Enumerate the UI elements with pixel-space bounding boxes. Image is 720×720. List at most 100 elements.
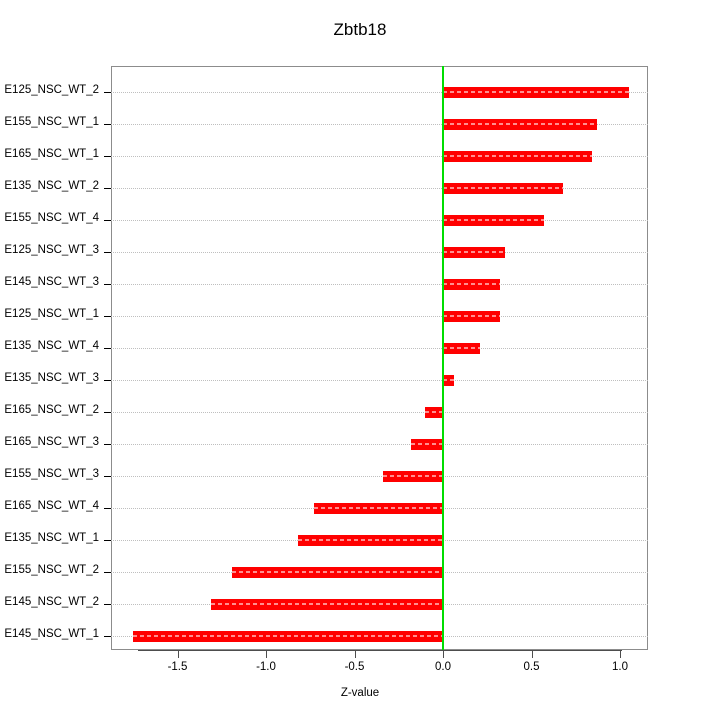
y-axis-tick	[104, 636, 111, 637]
gridline	[111, 220, 648, 221]
y-axis-tick	[104, 444, 111, 445]
x-axis-tick	[620, 650, 621, 658]
bar	[443, 310, 500, 322]
y-axis-tick	[104, 284, 111, 285]
y-axis-tick	[104, 380, 111, 381]
bar-hatch	[443, 186, 564, 189]
bar	[443, 86, 629, 98]
y-axis-label: E155_NSC_WT_4	[4, 212, 99, 224]
y-axis-label: E155_NSC_WT_2	[4, 564, 99, 576]
bar-hatch	[425, 410, 443, 413]
y-axis-label: E165_NSC_WT_1	[4, 148, 99, 160]
y-axis-tick	[104, 508, 111, 509]
gridline	[111, 252, 648, 253]
gridline	[111, 380, 648, 381]
bar	[443, 150, 592, 162]
bar	[443, 214, 544, 226]
y-axis-label: E145_NSC_WT_3	[4, 276, 99, 288]
bar	[425, 406, 443, 418]
y-axis-tick	[104, 92, 111, 93]
bar	[382, 470, 443, 482]
gridline	[111, 476, 648, 477]
gridline	[111, 348, 648, 349]
x-axis-tick	[531, 650, 533, 658]
y-axis-label: E145_NSC_WT_1	[4, 628, 99, 640]
y-axis-label: E165_NSC_WT_4	[4, 500, 99, 512]
bar-hatch	[443, 282, 500, 285]
y-axis-tick	[104, 572, 111, 573]
gridline	[111, 156, 648, 157]
gridline	[111, 412, 648, 413]
x-axis-tick-label: -1.5	[167, 661, 188, 673]
y-axis-label: E125_NSC_WT_2	[4, 84, 99, 96]
bar-hatch	[443, 218, 544, 221]
bar	[443, 182, 564, 194]
bar-hatch	[411, 442, 443, 445]
x-axis-tick	[266, 650, 267, 658]
x-axis-tick	[177, 650, 179, 658]
gridline	[111, 316, 648, 317]
bar-hatch	[443, 250, 505, 253]
bar	[443, 246, 505, 258]
bar-hatch	[443, 346, 481, 349]
x-axis-tick-label: 0.5	[523, 661, 540, 673]
bar	[443, 118, 597, 130]
y-axis-label: E145_NSC_WT_2	[4, 596, 99, 608]
bar	[297, 534, 443, 546]
y-axis-tick	[104, 124, 111, 125]
bar-hatch	[443, 122, 597, 125]
bar	[443, 342, 481, 354]
y-axis-tick	[104, 540, 111, 541]
y-axis-label: E135_NSC_WT_1	[4, 532, 99, 544]
y-axis-tick	[104, 412, 111, 413]
gridline	[111, 92, 648, 93]
y-axis-label: E135_NSC_WT_3	[4, 372, 99, 384]
bar-hatch	[443, 378, 454, 381]
gridline	[111, 124, 648, 125]
chart-title: Zbtb18	[333, 20, 387, 39]
bar-hatch	[443, 314, 500, 317]
gridline	[111, 444, 648, 445]
y-axis-tick	[104, 476, 111, 477]
bar	[443, 278, 500, 290]
x-axis-tick-label: 1.0	[612, 661, 628, 673]
bar-hatch	[443, 90, 629, 93]
y-axis-label: E165_NSC_WT_2	[4, 404, 99, 416]
y-axis-label: E165_NSC_WT_3	[4, 436, 99, 448]
x-axis-tick	[443, 650, 444, 658]
x-axis-tick-label: -1.0	[256, 661, 276, 673]
zero-reference-line	[442, 66, 444, 650]
bar-hatch	[232, 570, 443, 573]
x-axis-tick-label: 0.0	[435, 661, 451, 673]
y-axis-tick	[104, 220, 111, 221]
bar-hatch	[313, 506, 443, 509]
y-axis-label: E155_NSC_WT_3	[4, 468, 99, 480]
y-axis-label: E125_NSC_WT_1	[4, 308, 99, 320]
y-axis-label: E155_NSC_WT_1	[4, 116, 99, 128]
gridline	[111, 188, 648, 189]
bar-hatch	[297, 538, 443, 541]
y-axis-tick	[104, 348, 111, 349]
plot-frame	[111, 66, 648, 650]
bar-hatch	[133, 634, 443, 637]
bar	[232, 566, 443, 578]
bar	[313, 502, 443, 514]
y-axis-label: E135_NSC_WT_4	[4, 340, 99, 352]
bar-hatch	[443, 154, 592, 157]
y-axis-tick	[104, 252, 111, 253]
bar	[443, 374, 454, 386]
x-axis-line	[138, 650, 622, 651]
y-axis-tick	[104, 316, 111, 317]
x-axis-tick-label: -0.5	[344, 661, 365, 673]
bar-hatch	[382, 474, 443, 477]
y-axis-tick	[104, 604, 111, 605]
bar	[133, 630, 443, 642]
y-axis-tick	[104, 188, 111, 189]
x-axis-tick	[354, 650, 356, 658]
bar	[211, 598, 443, 610]
plot-area	[111, 66, 648, 650]
bar	[411, 438, 443, 450]
y-axis-label: E125_NSC_WT_3	[4, 244, 99, 256]
gridline	[111, 284, 648, 285]
